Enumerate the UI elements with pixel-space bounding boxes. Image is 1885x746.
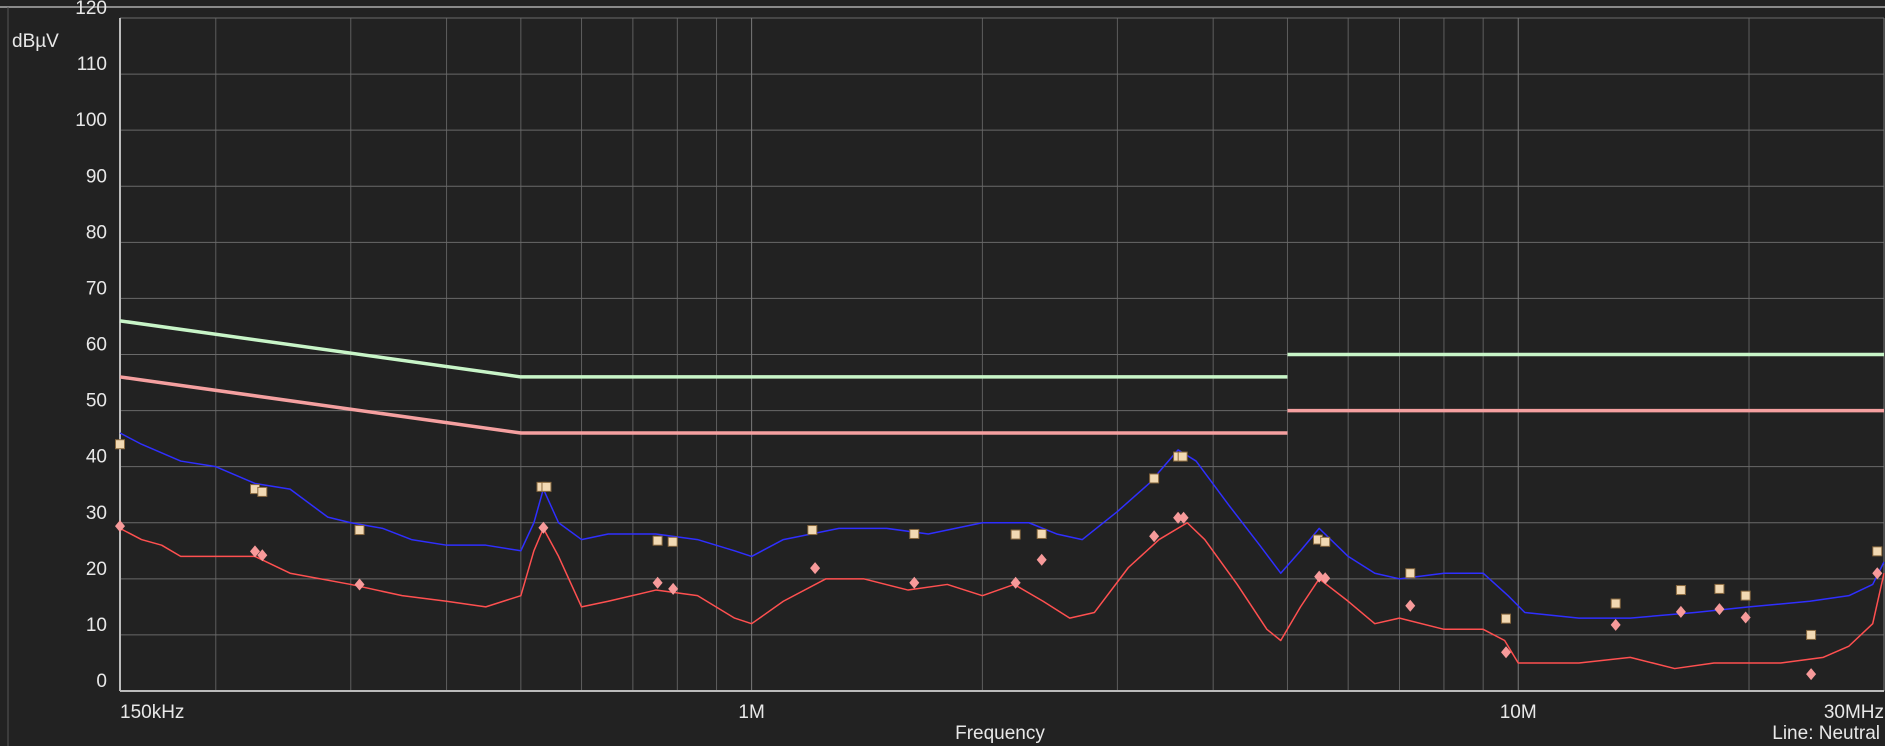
av-marker (810, 562, 821, 575)
av-marker (1036, 553, 1047, 566)
y-tick-label: 20 (86, 559, 107, 580)
av-marker (1405, 599, 1416, 612)
x-tick-label: 1M (738, 702, 764, 723)
y-tick-label: 30 (86, 503, 107, 524)
av-marker (1010, 576, 1021, 589)
av-marker (249, 545, 260, 558)
av-marker (115, 520, 125, 533)
trace-line (119, 432, 1885, 619)
av-marker (1320, 572, 1331, 585)
x-tick-label: 30MHz (1824, 702, 1884, 723)
y-tick-label: 110 (77, 54, 107, 75)
y-tick-label: 90 (86, 166, 107, 187)
trace-line (119, 375, 1884, 435)
x-tick-label: 150kHz (120, 702, 184, 723)
qp-marker (354, 525, 365, 536)
av-marker (668, 582, 679, 595)
qp-marker (1714, 583, 1725, 594)
av-marker (1675, 605, 1686, 618)
av-marker (1872, 567, 1883, 580)
y-tick-label: 50 (86, 391, 107, 412)
qp-marker (1010, 529, 1021, 540)
qp-marker (1501, 613, 1512, 624)
qp-marker (1036, 528, 1047, 539)
av-marker (1740, 611, 1751, 624)
y-axis-label: dBµV (12, 31, 59, 52)
x-tick-label: 10M (1500, 702, 1537, 723)
qp-marker (1177, 451, 1188, 462)
x-axis-label: Frequency (955, 723, 1045, 744)
av-marker (1714, 603, 1725, 616)
qp-marker (1806, 629, 1817, 640)
trace-line (119, 522, 1885, 670)
qp-marker (1675, 585, 1686, 596)
qp-marker (667, 536, 678, 547)
qp-marker (1740, 590, 1751, 601)
qp-marker (1872, 546, 1883, 557)
av-marker (257, 549, 268, 562)
y-tick-label: 10 (86, 615, 107, 636)
y-tick-label: 100 (75, 110, 107, 131)
av-marker (1610, 618, 1621, 631)
qp-marker (1610, 598, 1621, 609)
av-marker (1501, 646, 1512, 659)
av-marker (652, 576, 663, 589)
y-tick-label: 0 (96, 671, 107, 692)
av-marker (1149, 530, 1160, 543)
av-marker (909, 576, 920, 589)
qp-marker (1149, 473, 1160, 484)
av-marker (538, 521, 549, 534)
av-marker (354, 578, 365, 591)
y-tick-label: 70 (86, 278, 107, 299)
trace-line (119, 319, 1884, 379)
y-tick-label: 60 (86, 335, 107, 356)
qp-marker (115, 439, 125, 450)
qp-marker (909, 528, 920, 539)
qp-marker (1320, 536, 1331, 547)
av-marker (1178, 511, 1189, 524)
y-tick-label: 80 (86, 222, 107, 243)
y-tick-label: 120 (75, 0, 107, 19)
av-marker (1806, 668, 1817, 681)
qp-marker (807, 525, 818, 536)
qp-marker (652, 535, 663, 546)
qp-marker (541, 481, 552, 492)
qp-marker (1405, 568, 1416, 579)
annotation: Line: Neutral (1772, 723, 1880, 744)
y-tick-label: 40 (86, 447, 107, 468)
av-marker (1173, 511, 1184, 524)
qp-marker (257, 486, 268, 497)
